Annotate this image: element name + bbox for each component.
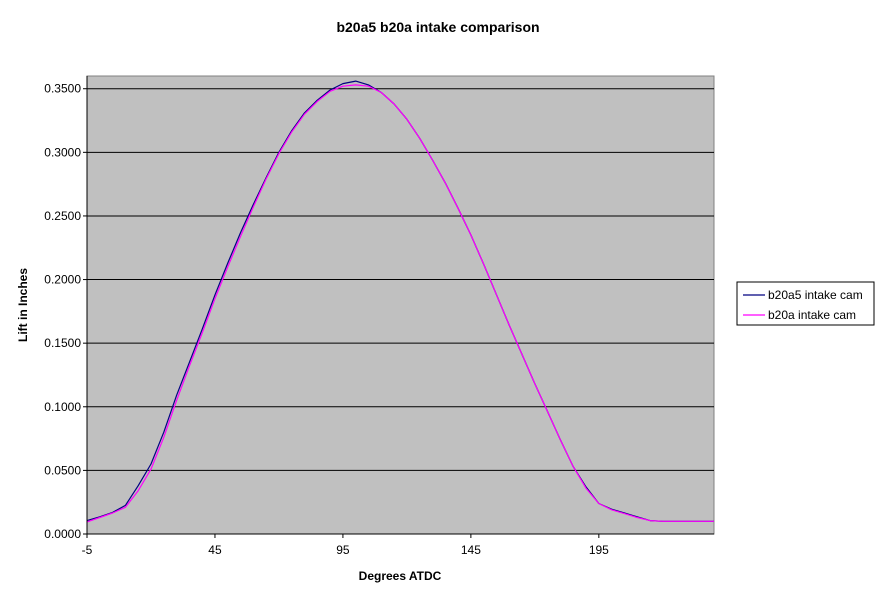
series-line-1 bbox=[86, 84, 714, 523]
y-tick-label: 0.1500 bbox=[44, 336, 81, 350]
y-tick-label: 0.0500 bbox=[44, 463, 81, 477]
x-tick-label: -5 bbox=[82, 543, 93, 557]
y-tick-label: 0.0000 bbox=[44, 527, 81, 541]
x-tick-label: 95 bbox=[336, 543, 350, 557]
y-tick-label: 0.2000 bbox=[44, 273, 81, 287]
y-tick-label: 0.3500 bbox=[44, 82, 81, 96]
gridlines bbox=[87, 88, 714, 471]
y-axis-title: Lift in Inches bbox=[16, 268, 30, 342]
legend-label-b20a: b20a intake cam bbox=[768, 308, 856, 322]
plot-area bbox=[86, 75, 715, 535]
legend-label-b20a5: b20a5 intake cam bbox=[768, 288, 863, 302]
x-tick-label: 145 bbox=[461, 543, 481, 557]
chart-title: b20a5 b20a intake comparison bbox=[336, 19, 540, 35]
legend: b20a5 intake cam b20a intake cam bbox=[736, 281, 875, 326]
x-tick-labels: -5 45 95 145 195 bbox=[82, 543, 610, 557]
legend-box bbox=[736, 281, 875, 326]
x-tick-label: 195 bbox=[589, 543, 609, 557]
y-tick-label: 0.2500 bbox=[44, 209, 81, 223]
series-layer bbox=[86, 80, 714, 523]
x-axis-title: Degrees ATDC bbox=[359, 569, 442, 583]
axes-layer bbox=[83, 76, 714, 538]
x-tick-label: 45 bbox=[208, 543, 222, 557]
y-tick-label: 0.3000 bbox=[44, 145, 81, 159]
y-tick-labels: 0.0000 0.0500 0.1000 0.1500 0.2000 0.2500 0.30… bbox=[44, 82, 81, 541]
y-tick-label: 0.1000 bbox=[44, 400, 81, 414]
